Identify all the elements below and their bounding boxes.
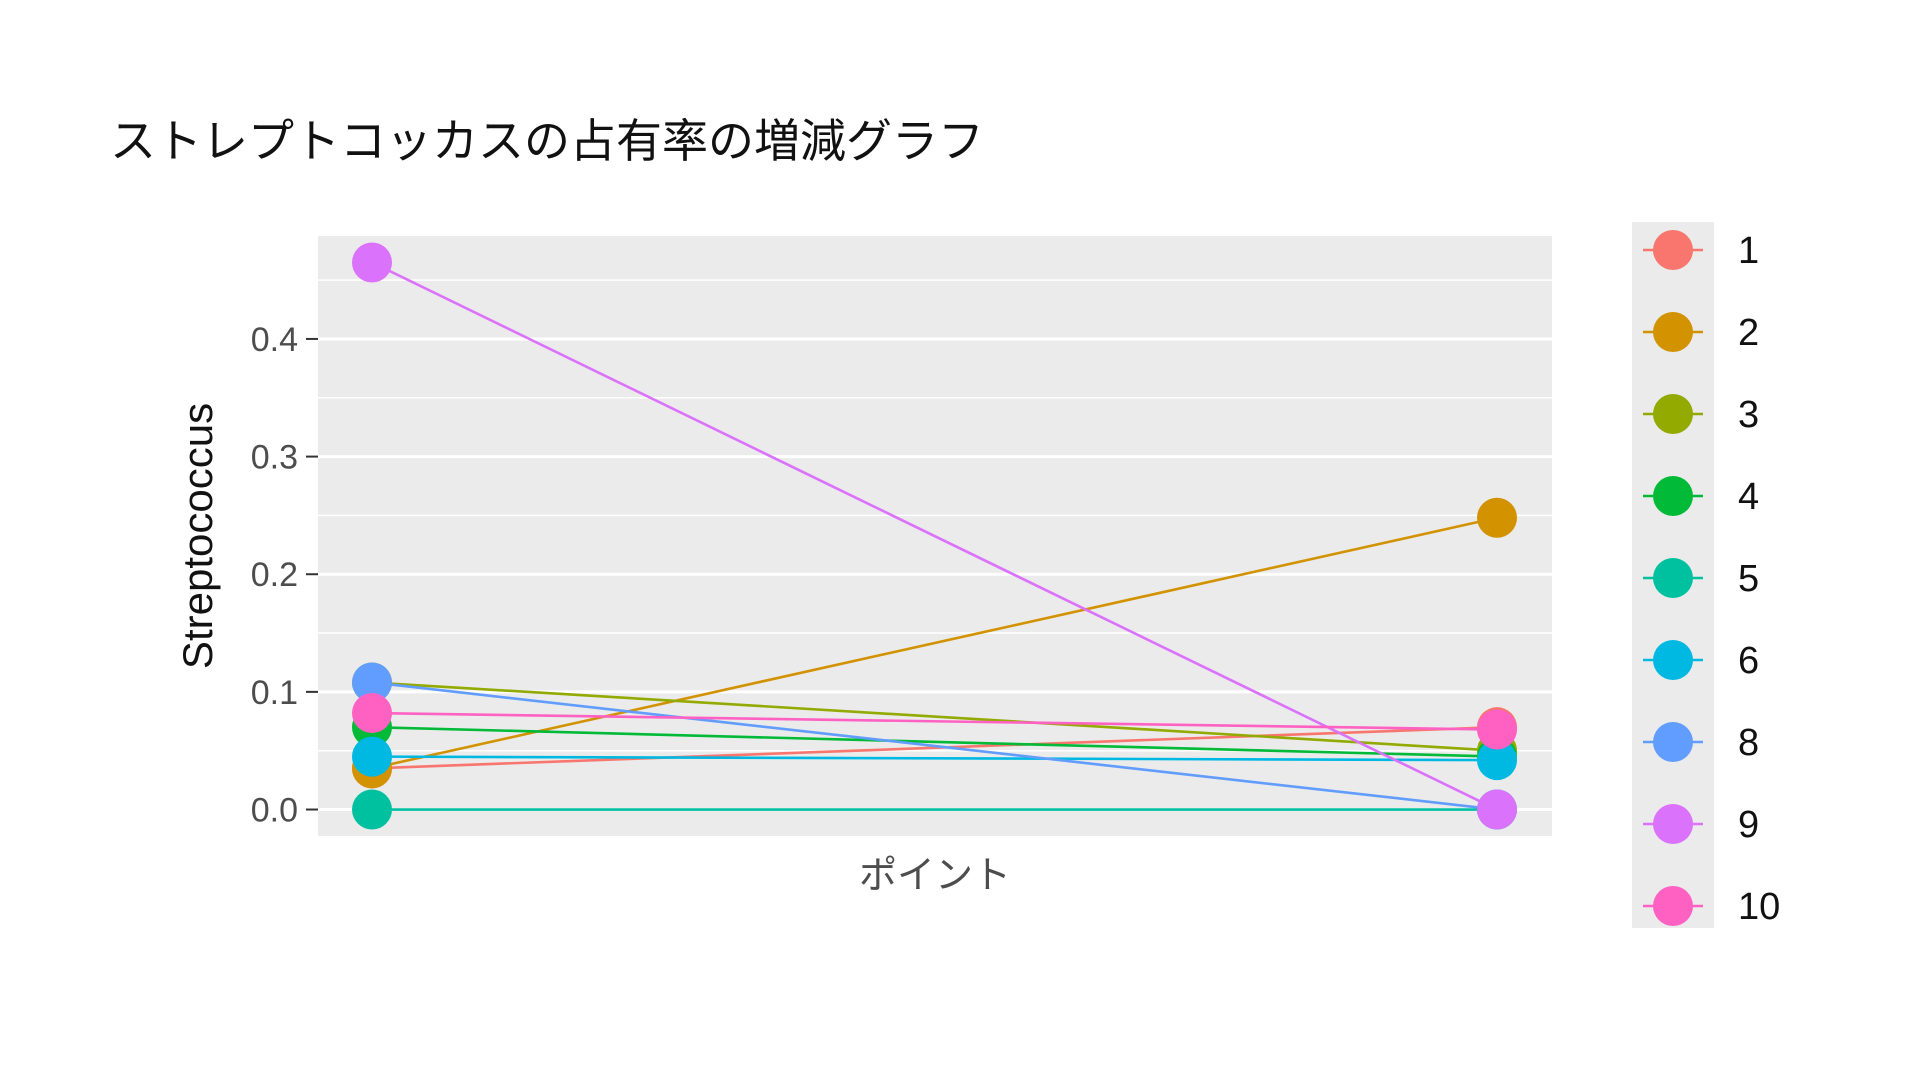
legend-key-point: [1653, 640, 1693, 680]
y-tick-label: 0.2: [251, 556, 298, 594]
legend-key-point: [1653, 722, 1693, 762]
data-point-2: [1477, 497, 1517, 538]
legend-label: 8: [1738, 722, 1759, 764]
series-line-2: [371, 516, 1498, 770]
legend-label: 1: [1738, 230, 1759, 272]
grid-minor: [318, 279, 1552, 752]
series-lines: [371, 261, 1498, 811]
slide-title: ストレプトコッカスの占有率の増減グラフ: [110, 114, 984, 168]
legend-key-point: [1653, 230, 1693, 270]
series-line-6: [371, 755, 1498, 762]
data-point-9: [1477, 789, 1517, 830]
data-point-10: [352, 693, 392, 734]
data-point-5: [352, 789, 392, 830]
data-point-6: [352, 736, 392, 777]
legend-key-point: [1653, 558, 1693, 598]
data-point-8: [352, 662, 392, 703]
data-point-6: [1477, 740, 1517, 781]
legend-key-point: [1653, 312, 1693, 352]
legend-label: 2: [1738, 312, 1759, 354]
legend-key-point: [1653, 476, 1693, 516]
legend-label: 6: [1738, 640, 1759, 682]
series-line-1: [371, 725, 1498, 770]
legend-key-point: [1653, 394, 1693, 434]
series-line-8: [371, 681, 1498, 811]
data-point-10: [1477, 709, 1517, 750]
legend-key-point: [1653, 804, 1693, 844]
legend-label: 5: [1738, 558, 1759, 600]
series-points: [352, 242, 1517, 830]
data-point-9: [352, 242, 392, 283]
series-line-10: [371, 711, 1498, 731]
series-line-3: [371, 681, 1498, 753]
y-tick-label: 0.0: [251, 792, 298, 830]
legend-key-point: [1653, 886, 1693, 926]
legend: 1 2 3 4 5 6 8 9 10: [1643, 230, 1780, 928]
legend-label: 9: [1738, 804, 1759, 846]
series-line-9: [371, 261, 1498, 811]
legend-label: 3: [1738, 394, 1759, 436]
y-axis-title: Streptococcus: [174, 403, 221, 669]
series-line-4: [371, 725, 1498, 758]
y-tick-label: 0.4: [251, 321, 298, 359]
y-tick-label: 0.1: [251, 674, 298, 712]
legend-label: 4: [1738, 476, 1759, 518]
y-axis: 0.0 0.1 0.2 0.3 0.4: [251, 321, 318, 830]
legend-label: 10: [1738, 886, 1780, 928]
y-tick-label: 0.3: [251, 439, 298, 477]
x-axis-title: ポイント: [859, 853, 1011, 897]
